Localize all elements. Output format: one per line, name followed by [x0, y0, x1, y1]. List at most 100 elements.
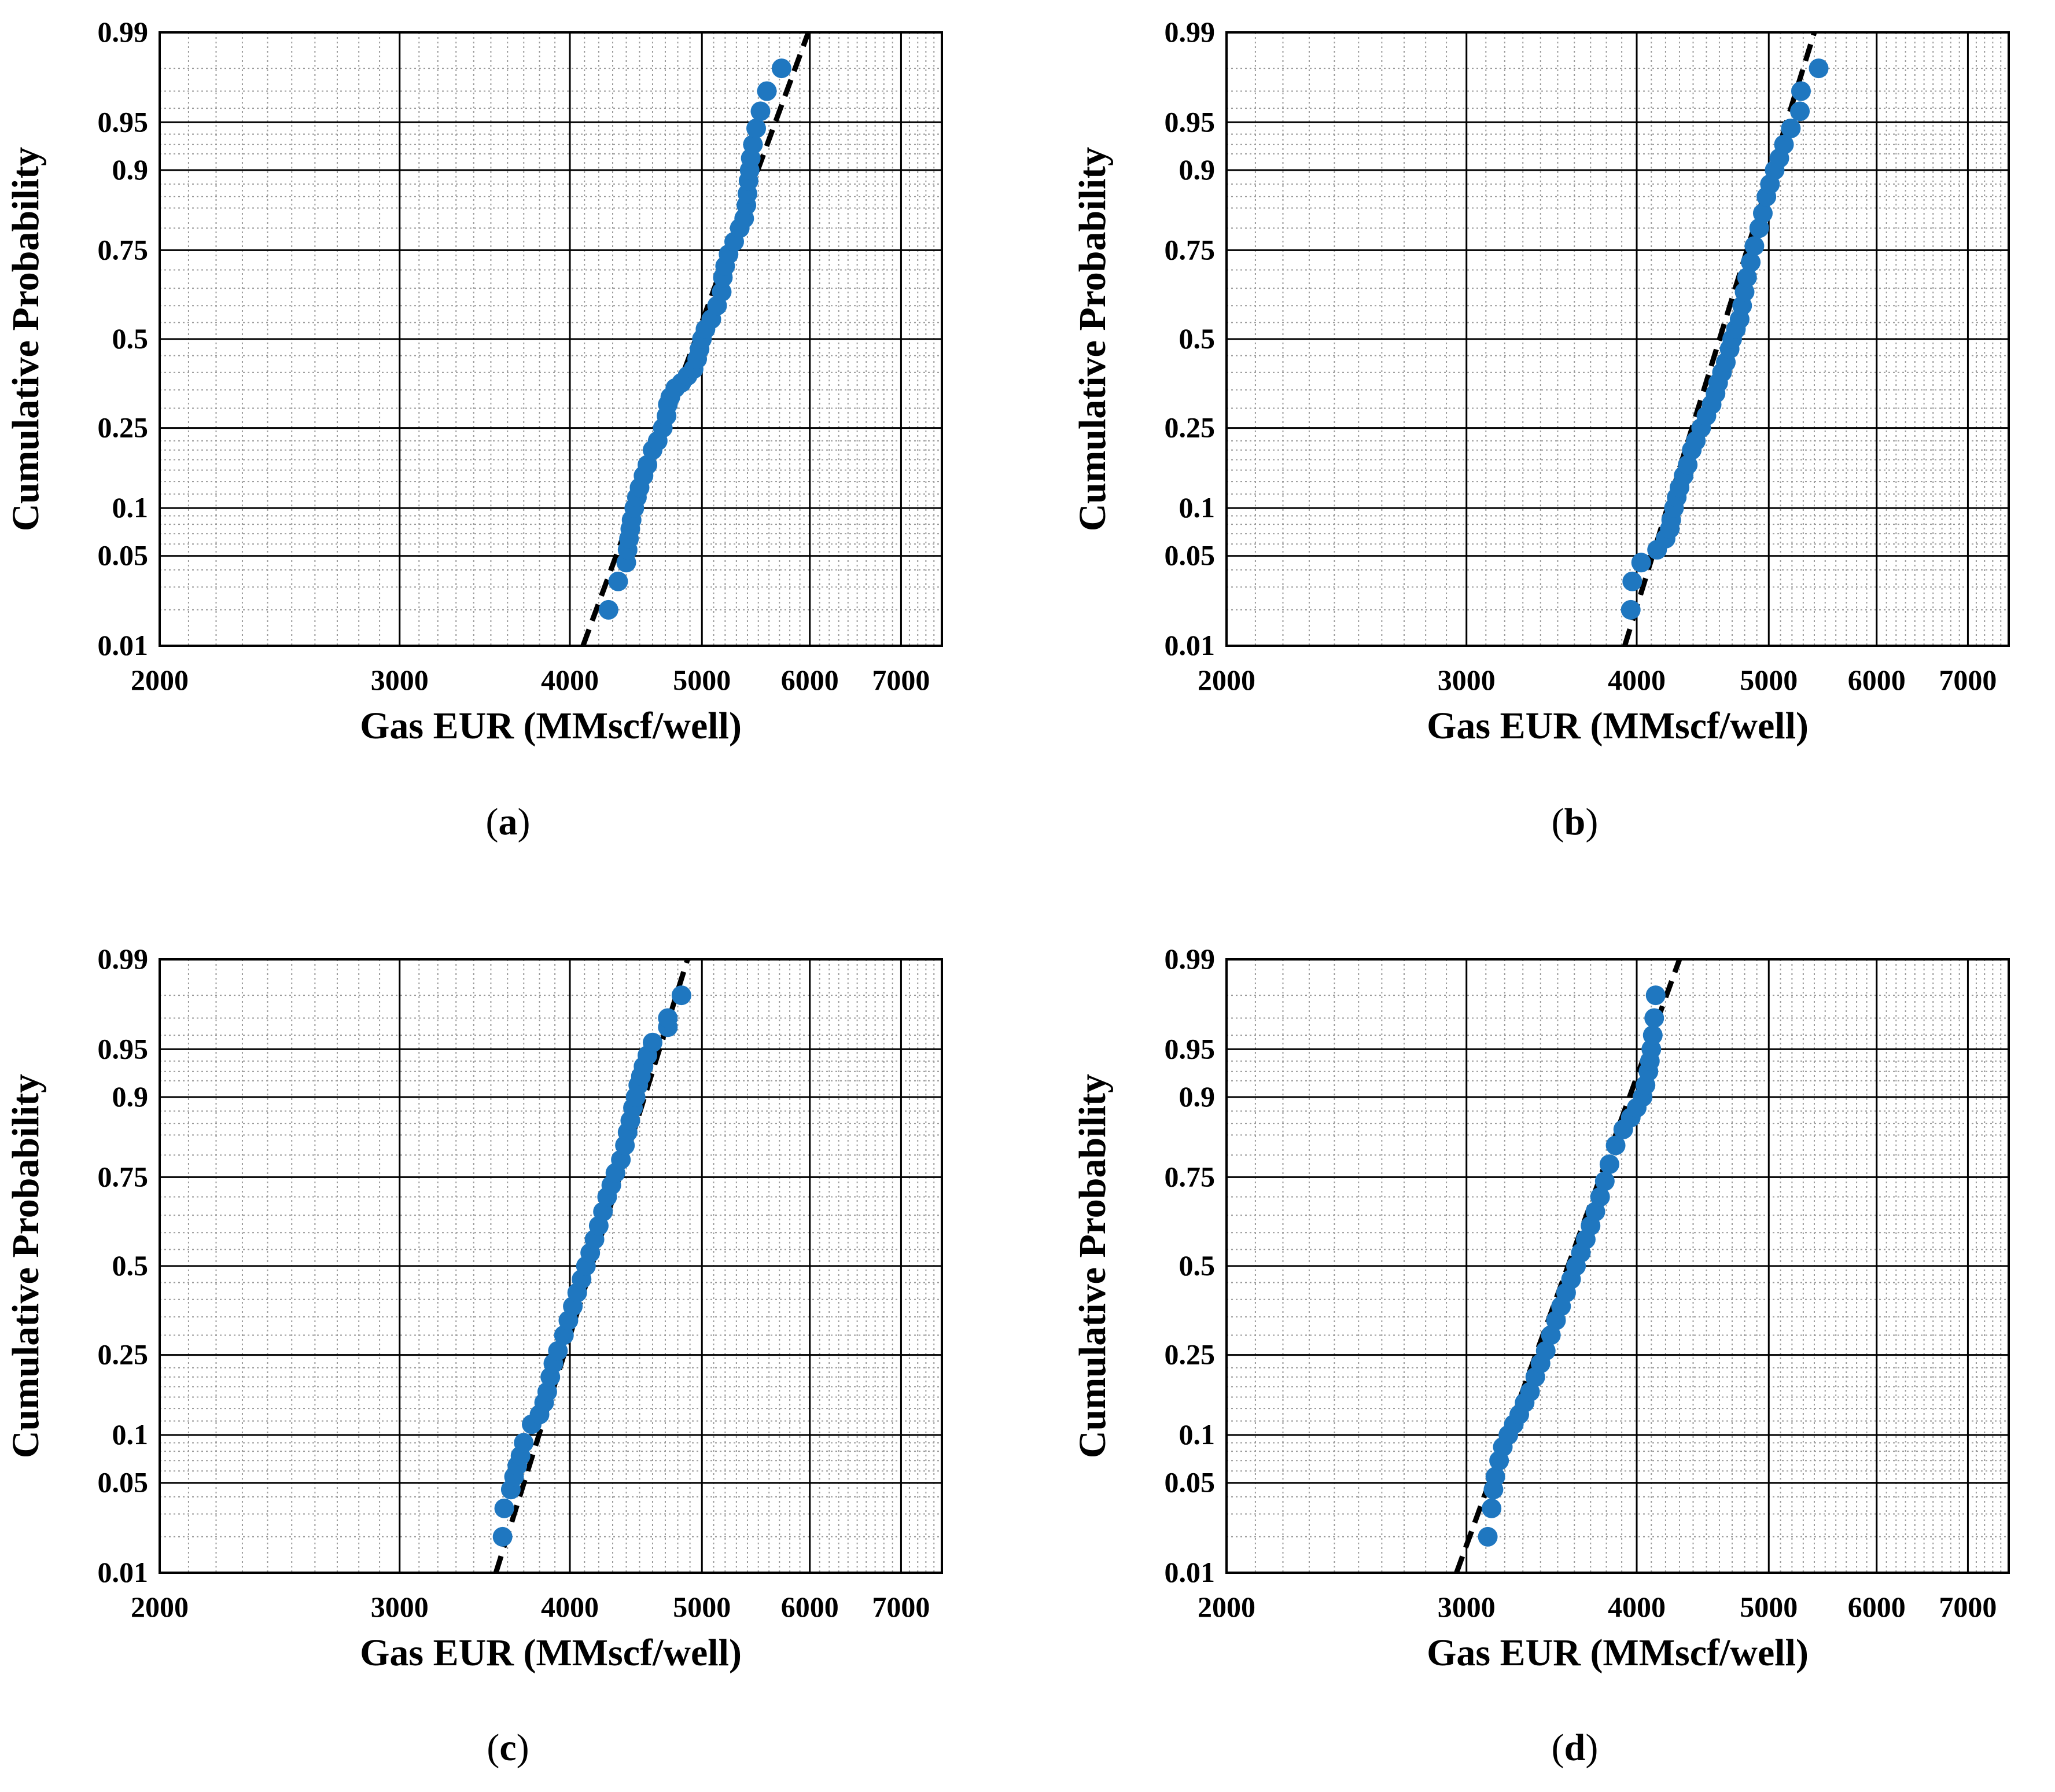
- x-tick-label: 4000: [1608, 1591, 1666, 1623]
- y-tick-label: 0.1: [112, 1418, 149, 1451]
- data-point: [1737, 267, 1757, 288]
- data-point: [514, 1433, 534, 1453]
- data-point: [1644, 1008, 1664, 1028]
- x-tick-label: 6000: [781, 664, 839, 696]
- data-point: [1744, 236, 1765, 256]
- data-point: [757, 81, 777, 101]
- chart-panel-d: 0.01 0.05 0.1 0.25 0.5 0.75 0.9 0.95 0.99 2000 300…: [1071, 943, 2010, 1769]
- panel-letter: a: [499, 801, 518, 843]
- x-tick-label: 3000: [371, 664, 429, 696]
- plot-frame: [159, 31, 943, 647]
- y-tick-label: 0.75: [1165, 233, 1216, 266]
- data-point: [1752, 203, 1773, 223]
- data-point: [1478, 1526, 1498, 1547]
- data-point: [537, 1382, 557, 1402]
- x-tick-label: 7000: [872, 1591, 930, 1623]
- chart-panel-b: 0.01 0.05 0.1 0.25 0.5 0.75 0.9 0.95 0.99 2000 300…: [1071, 16, 2010, 843]
- y-tick-label: 0.05: [98, 539, 149, 572]
- panel-caption: (a): [486, 801, 531, 843]
- data-point: [598, 599, 618, 620]
- y-tick-label: 0.1: [112, 491, 149, 524]
- panel-caption: (d): [1552, 1727, 1599, 1769]
- y-tick-label: 0.01: [98, 1556, 149, 1588]
- x-tick-label: 6000: [781, 1591, 839, 1623]
- y-axis-title: Cumulative Probability: [5, 147, 47, 531]
- y-tick-label: 0.9: [1179, 153, 1216, 186]
- plot-frame: [1225, 958, 2010, 1574]
- data-point: [1631, 553, 1651, 573]
- data-point: [743, 134, 763, 154]
- data-point: [1791, 81, 1811, 101]
- data-point: [1790, 101, 1810, 122]
- x-tick-label: 7000: [1939, 1591, 1997, 1623]
- data-point: [593, 1202, 613, 1222]
- data-point: [548, 1341, 568, 1361]
- data-point: [671, 985, 691, 1006]
- y-axis-title: Cumulative Probability: [5, 1074, 47, 1458]
- y-tick-label: 0.25: [1165, 1338, 1216, 1371]
- y-axis-title: Cumulative Probability: [1071, 1074, 1114, 1458]
- x-tick-label: 6000: [1848, 664, 1906, 696]
- chart-panel-a: 0.01 0.05 0.1 0.25 0.5 0.75 0.9 0.95 0.99 2000 300…: [5, 16, 943, 843]
- y-tick-label: 0.75: [98, 233, 149, 266]
- plot-frame: [159, 958, 943, 1574]
- data-point: [1485, 1467, 1505, 1487]
- data-point: [771, 58, 791, 79]
- y-tick-label: 0.99: [98, 943, 149, 975]
- data-point: [1520, 1382, 1540, 1402]
- y-tick-label: 0.99: [98, 16, 149, 48]
- data-point: [1535, 1341, 1556, 1361]
- data-point: [608, 571, 628, 591]
- x-tick-label: 2000: [131, 664, 189, 696]
- y-tick-label: 0.25: [98, 411, 149, 444]
- data-point: [1781, 118, 1801, 138]
- y-tick-label: 0.01: [1165, 1556, 1216, 1588]
- y-axis-title: Cumulative Probability: [1071, 147, 1114, 531]
- data-point: [658, 1008, 678, 1028]
- data-point: [1585, 1202, 1605, 1222]
- x-tick-label: 4000: [1608, 664, 1666, 696]
- x-tick-label: 7000: [872, 664, 930, 696]
- y-tick-label: 0.5: [1179, 1249, 1216, 1282]
- x-tick-label: 7000: [1939, 664, 1997, 696]
- data-point: [1749, 218, 1769, 238]
- data-point: [1678, 455, 1698, 475]
- x-tick-label: 4000: [541, 664, 599, 696]
- y-tick-label: 0.5: [1179, 322, 1216, 355]
- y-tick-label: 0.1: [1179, 1418, 1216, 1451]
- panel-letter: d: [1564, 1727, 1586, 1769]
- y-tick-label: 0.9: [1179, 1080, 1216, 1113]
- x-tick-label: 3000: [371, 1591, 429, 1623]
- panel-letter: b: [1564, 801, 1586, 843]
- x-axis-title: Gas EUR (MMscf/well): [1427, 705, 1809, 747]
- x-tick-label: 3000: [1438, 1591, 1496, 1623]
- panel-caption: (c): [487, 1727, 529, 1769]
- x-tick-label: 2000: [131, 1591, 189, 1623]
- x-tick-label: 3000: [1438, 664, 1496, 696]
- data-point: [1599, 1154, 1619, 1175]
- y-tick-label: 0.95: [98, 1032, 149, 1065]
- y-tick-label: 0.25: [1165, 411, 1216, 444]
- data-point: [494, 1498, 514, 1518]
- y-tick-label: 0.1: [1179, 491, 1216, 524]
- data-point: [642, 1032, 662, 1053]
- data-point: [1621, 599, 1641, 620]
- x-tick-label: 5000: [673, 664, 731, 696]
- data-point: [492, 1526, 513, 1547]
- data-point: [1622, 571, 1642, 591]
- x-tick-label: 5000: [1740, 664, 1798, 696]
- y-tick-label: 0.01: [1165, 629, 1216, 661]
- y-tick-label: 0.99: [1165, 943, 1216, 975]
- plot-frame: [1225, 31, 2010, 647]
- y-tick-label: 0.05: [98, 1466, 149, 1499]
- data-point: [1590, 1187, 1610, 1207]
- y-tick-label: 0.05: [1165, 1466, 1216, 1499]
- chart-panel-c: 0.01 0.05 0.1 0.25 0.5 0.75 0.9 0.95 0.99 2000 300…: [5, 943, 943, 1769]
- data-point: [746, 118, 767, 138]
- panel-caption: (b): [1552, 801, 1599, 843]
- panel-letter: c: [499, 1727, 516, 1769]
- x-tick-label: 5000: [1740, 1591, 1798, 1623]
- y-tick-label: 0.25: [98, 1338, 149, 1371]
- data-point: [1809, 58, 1829, 79]
